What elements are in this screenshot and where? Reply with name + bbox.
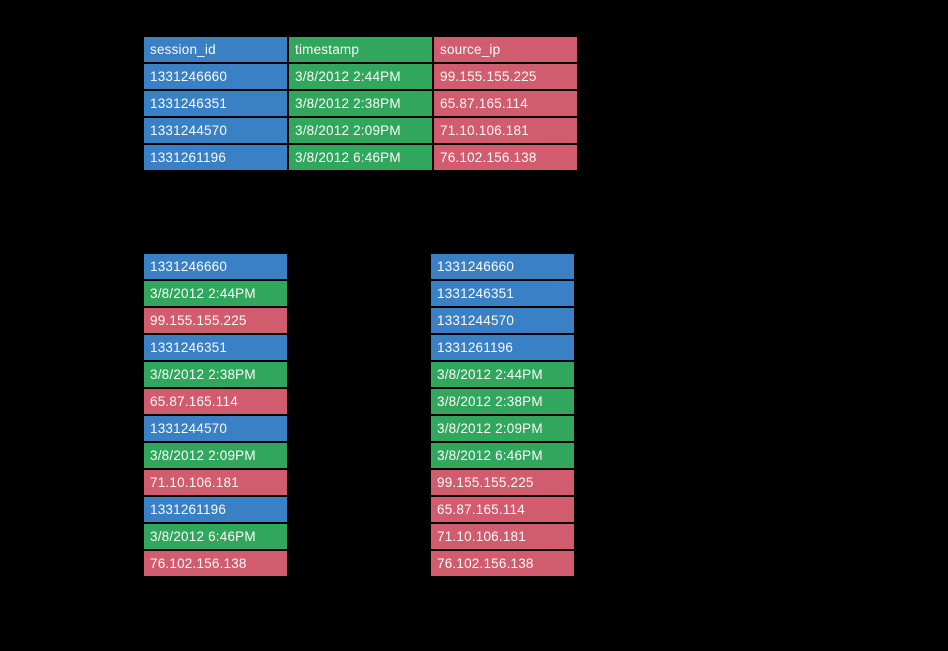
table-cell-session-id: 1331261196 <box>144 145 287 170</box>
column-header-session-id: session_id <box>144 37 287 62</box>
stack-cell-timestamp: 3/8/2012 2:38PM <box>144 362 287 387</box>
stack-cell-source-ip: 76.102.156.138 <box>144 551 287 576</box>
row-oriented-stack: 1331246660 3/8/2012 2:44PM 99.155.155.22… <box>144 254 287 576</box>
table-cell-source-ip: 76.102.156.138 <box>434 145 577 170</box>
source-table: session_id timestamp source_ip 133124666… <box>144 37 577 170</box>
stack-cell-timestamp: 3/8/2012 6:46PM <box>144 524 287 549</box>
stack-cell-source-ip: 71.10.106.181 <box>431 524 574 549</box>
stack-cell-source-ip: 65.87.165.114 <box>144 389 287 414</box>
stack-cell-timestamp: 3/8/2012 2:09PM <box>431 416 574 441</box>
stack-cell-session-id: 1331261196 <box>144 497 287 522</box>
stack-cell-timestamp: 3/8/2012 2:09PM <box>144 443 287 468</box>
stack-cell-session-id: 1331261196 <box>431 335 574 360</box>
table-cell-source-ip: 99.155.155.225 <box>434 64 577 89</box>
column-header-source-ip: source_ip <box>434 37 577 62</box>
table-cell-timestamp: 3/8/2012 2:38PM <box>289 91 432 116</box>
stack-cell-session-id: 1331246660 <box>144 254 287 279</box>
table-cell-source-ip: 65.87.165.114 <box>434 91 577 116</box>
stack-cell-source-ip: 65.87.165.114 <box>431 497 574 522</box>
table-cell-session-id: 1331246351 <box>144 91 287 116</box>
stack-cell-source-ip: 76.102.156.138 <box>431 551 574 576</box>
stack-cell-session-id: 1331246660 <box>431 254 574 279</box>
stack-cell-timestamp: 3/8/2012 2:44PM <box>144 281 287 306</box>
table-cell-source-ip: 71.10.106.181 <box>434 118 577 143</box>
table-cell-session-id: 1331246660 <box>144 64 287 89</box>
stack-cell-session-id: 1331244570 <box>431 308 574 333</box>
stack-cell-session-id: 1331244570 <box>144 416 287 441</box>
stack-cell-source-ip: 99.155.155.225 <box>431 470 574 495</box>
stack-cell-source-ip: 71.10.106.181 <box>144 470 287 495</box>
table-cell-timestamp: 3/8/2012 2:09PM <box>289 118 432 143</box>
stack-cell-session-id: 1331246351 <box>144 335 287 360</box>
table-cell-timestamp: 3/8/2012 2:44PM <box>289 64 432 89</box>
stack-cell-timestamp: 3/8/2012 2:44PM <box>431 362 574 387</box>
column-oriented-stack: 1331246660 1331246351 1331244570 1331261… <box>431 254 574 576</box>
stack-cell-timestamp: 3/8/2012 6:46PM <box>431 443 574 468</box>
table-cell-timestamp: 3/8/2012 6:46PM <box>289 145 432 170</box>
column-header-timestamp: timestamp <box>289 37 432 62</box>
table-cell-session-id: 1331244570 <box>144 118 287 143</box>
stack-cell-timestamp: 3/8/2012 2:38PM <box>431 389 574 414</box>
stack-cell-source-ip: 99.155.155.225 <box>144 308 287 333</box>
stack-cell-session-id: 1331246351 <box>431 281 574 306</box>
